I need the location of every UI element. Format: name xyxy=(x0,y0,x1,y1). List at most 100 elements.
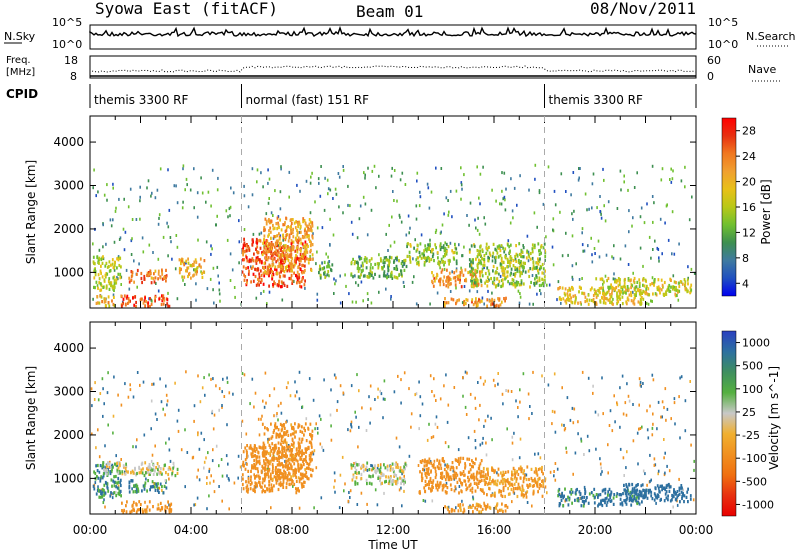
echo-cell xyxy=(483,254,486,258)
scatter-cell xyxy=(143,433,146,437)
scatter-cell xyxy=(175,234,178,237)
scatter-cell xyxy=(651,426,654,430)
echo-cell xyxy=(298,273,300,277)
scatter-cell xyxy=(218,281,220,285)
echo-cell xyxy=(102,285,105,289)
echo-cell xyxy=(448,262,450,266)
echo-cell xyxy=(275,466,277,470)
echo-cell xyxy=(540,266,543,270)
echo-cell xyxy=(109,470,112,474)
echo-cell xyxy=(464,268,467,272)
echo-cell xyxy=(607,276,610,281)
echo-cell xyxy=(538,476,541,480)
echo-cell xyxy=(423,486,426,490)
echo-cell xyxy=(619,292,622,296)
scatter-cell xyxy=(531,274,534,277)
echo-cell xyxy=(469,505,472,509)
echo-cell xyxy=(606,279,608,283)
echo-cell xyxy=(486,279,489,283)
echo-cell xyxy=(309,220,312,224)
echo-cell xyxy=(501,494,504,498)
echo-cell xyxy=(138,500,141,504)
scatter-cell xyxy=(92,186,94,190)
scatter-cell xyxy=(650,256,652,260)
echo-cell xyxy=(150,276,153,280)
scatter-cell xyxy=(361,406,363,410)
scatter-cell xyxy=(227,215,229,219)
echo-cell xyxy=(264,217,267,221)
echo-cell xyxy=(470,276,473,280)
echo-cell xyxy=(247,490,249,494)
scatter-cell xyxy=(369,384,372,388)
echo-cell xyxy=(444,297,446,301)
echo-cell xyxy=(470,279,472,283)
echo-cell xyxy=(515,259,518,263)
scatter-cell xyxy=(405,233,408,237)
echo-cell xyxy=(678,289,681,293)
echo-cell xyxy=(304,248,307,252)
echo-cell xyxy=(290,482,293,486)
echo-cell xyxy=(369,272,372,276)
scatter-cell xyxy=(600,216,603,220)
scatter-cell xyxy=(656,246,659,250)
echo-cell xyxy=(506,265,508,269)
echo-cell xyxy=(480,470,483,474)
scatter-cell xyxy=(112,431,114,435)
scatter-cell xyxy=(282,238,284,242)
echo-cell xyxy=(614,288,617,292)
echo-cell xyxy=(632,301,635,305)
scatter-cell xyxy=(688,218,691,222)
scatter-cell xyxy=(396,463,399,467)
scatter-cell xyxy=(339,301,342,305)
scatter-cell xyxy=(552,263,555,267)
echo-cell xyxy=(285,254,288,258)
echo-cell xyxy=(261,485,263,489)
echo-cell xyxy=(535,470,538,474)
echo-cell xyxy=(428,482,430,486)
scatter-cell xyxy=(125,268,128,272)
echo-cell xyxy=(241,251,244,255)
scatter-cell xyxy=(669,178,671,181)
echo-cell xyxy=(263,274,266,278)
echo-cell xyxy=(352,464,355,468)
echo-cell xyxy=(275,481,278,485)
nave-trace xyxy=(89,65,697,73)
echo-cell xyxy=(462,456,465,460)
echo-cell xyxy=(262,477,264,481)
echo-cell xyxy=(161,268,163,272)
echo-cell xyxy=(143,299,146,303)
echo-cell xyxy=(463,299,466,304)
echo-cell xyxy=(627,277,630,281)
echo-cell xyxy=(298,220,301,224)
scatter-cell xyxy=(591,260,594,264)
echo-cell xyxy=(303,264,306,268)
echo-cell xyxy=(298,442,301,446)
scatter-cell xyxy=(570,193,572,197)
scatter-cell xyxy=(211,247,213,251)
echo-cell xyxy=(265,247,267,252)
echo-cell xyxy=(194,258,197,262)
scatter-cell xyxy=(385,232,387,236)
echo-cell xyxy=(566,294,569,298)
echo-cell xyxy=(611,289,614,293)
echo-cell xyxy=(532,492,535,496)
echo-cell xyxy=(186,266,189,270)
echo-cell xyxy=(170,509,172,513)
scatter-cell xyxy=(343,489,345,493)
echo-cell xyxy=(500,471,502,475)
echo-cell xyxy=(504,509,507,513)
scatter-cell xyxy=(575,262,577,266)
scatter-cell xyxy=(526,501,529,504)
echo-cell xyxy=(295,487,297,491)
scatter-cell xyxy=(93,168,95,172)
echo-cell xyxy=(115,281,118,285)
echo-cell xyxy=(289,453,292,457)
echo-cell xyxy=(630,286,632,290)
echo-cell xyxy=(132,508,135,512)
echo-cell xyxy=(310,445,313,449)
echo-cell xyxy=(142,467,144,471)
echo-cell xyxy=(475,257,477,261)
echo-cell xyxy=(253,485,256,489)
echo-cell xyxy=(277,239,279,243)
echo-cell xyxy=(577,301,579,305)
